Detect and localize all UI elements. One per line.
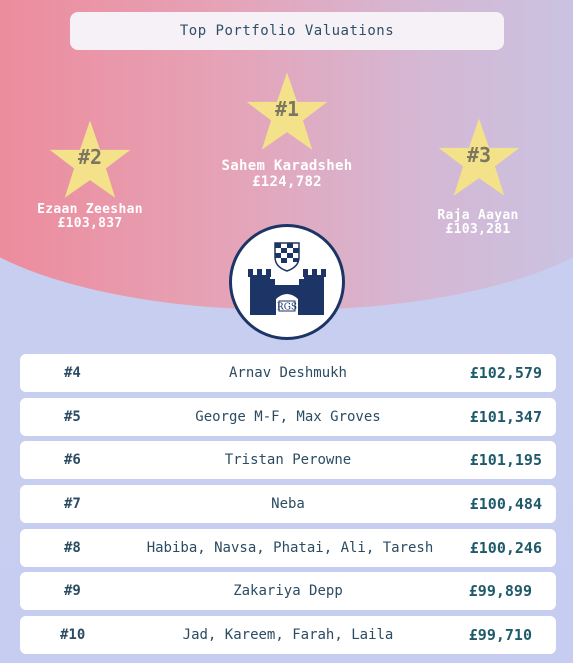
rank: #4	[64, 365, 81, 381]
star-icon	[246, 72, 328, 150]
winner-3: Raja Aayan £103,281	[408, 209, 548, 237]
list-item: #10 Jad, Kareem, Farah, Laila £99,710	[20, 616, 556, 655]
value: £99,710	[468, 626, 532, 645]
winner-2: Ezaan Zeeshan £103,837	[20, 203, 160, 231]
value: £100,484	[469, 495, 542, 514]
value: £99,899	[468, 582, 532, 601]
winner-value: £124,782	[252, 174, 322, 190]
value: £102,579	[469, 364, 542, 382]
star-rank-2: #2	[48, 118, 132, 202]
star-icon	[438, 118, 520, 196]
star-rank-1: #1	[245, 70, 329, 154]
list-item: #5 George M-F, Max Groves £101,347	[20, 397, 556, 436]
winner-value: £103,837	[57, 216, 123, 231]
rank: #5	[64, 408, 81, 425]
name: Arnav Deshmukh	[228, 365, 347, 381]
name: Jad, Kareem, Farah, Laila	[182, 627, 394, 644]
name: Zakariya Depp	[233, 583, 343, 600]
winner-name: Sahem Karadsheh	[221, 158, 353, 174]
rank: #9	[64, 583, 81, 600]
star-rank-3: #3	[437, 116, 521, 200]
winner-1: Sahem Karadsheh £124,782	[187, 158, 387, 190]
name: Tristan Perowne	[224, 452, 352, 469]
list-item: #8 Habiba, Navsa, Phatai, Ali, Taresh £1…	[20, 528, 556, 567]
star-icon	[49, 120, 131, 198]
winner-name: Raja Aayan	[437, 208, 519, 223]
name: Neba	[271, 496, 305, 513]
castle-crest-icon: RGS	[248, 242, 326, 315]
rank-label: #2	[77, 145, 103, 169]
school-crest-logo: RGS	[229, 224, 345, 340]
rank: #10	[60, 627, 86, 644]
crest-text: RGS	[277, 303, 297, 313]
winner-value: £103,281	[445, 222, 511, 237]
list-item: #9 Zakariya Depp £99,899	[20, 572, 556, 611]
list-item: #4 Arnav Deshmukh £102,579	[20, 354, 556, 392]
value: £100,246	[469, 538, 542, 557]
title-banner: Top Portfolio Valuations	[70, 12, 504, 50]
list-item: #6 Tristan Perowne £101,195	[20, 441, 556, 480]
value: £101,347	[469, 407, 542, 426]
value: £101,195	[469, 451, 542, 470]
rank-label: #1	[274, 97, 300, 121]
rank: #7	[64, 496, 81, 513]
name: George M-F, Max Groves	[195, 408, 381, 425]
rank-label: #3	[466, 143, 492, 167]
rank: #6	[64, 452, 81, 469]
list-item: #7 Neba £100,484	[20, 485, 556, 524]
leaderboard-list: #4 Arnav Deshmukh £102,579 #5 George M-F…	[20, 354, 556, 660]
name: Habiba, Navsa, Phatai, Ali, Taresh	[146, 539, 434, 556]
rank: #8	[64, 539, 81, 556]
page-title: Top Portfolio Valuations	[179, 23, 395, 39]
winner-name: Ezaan Zeeshan	[37, 202, 143, 217]
